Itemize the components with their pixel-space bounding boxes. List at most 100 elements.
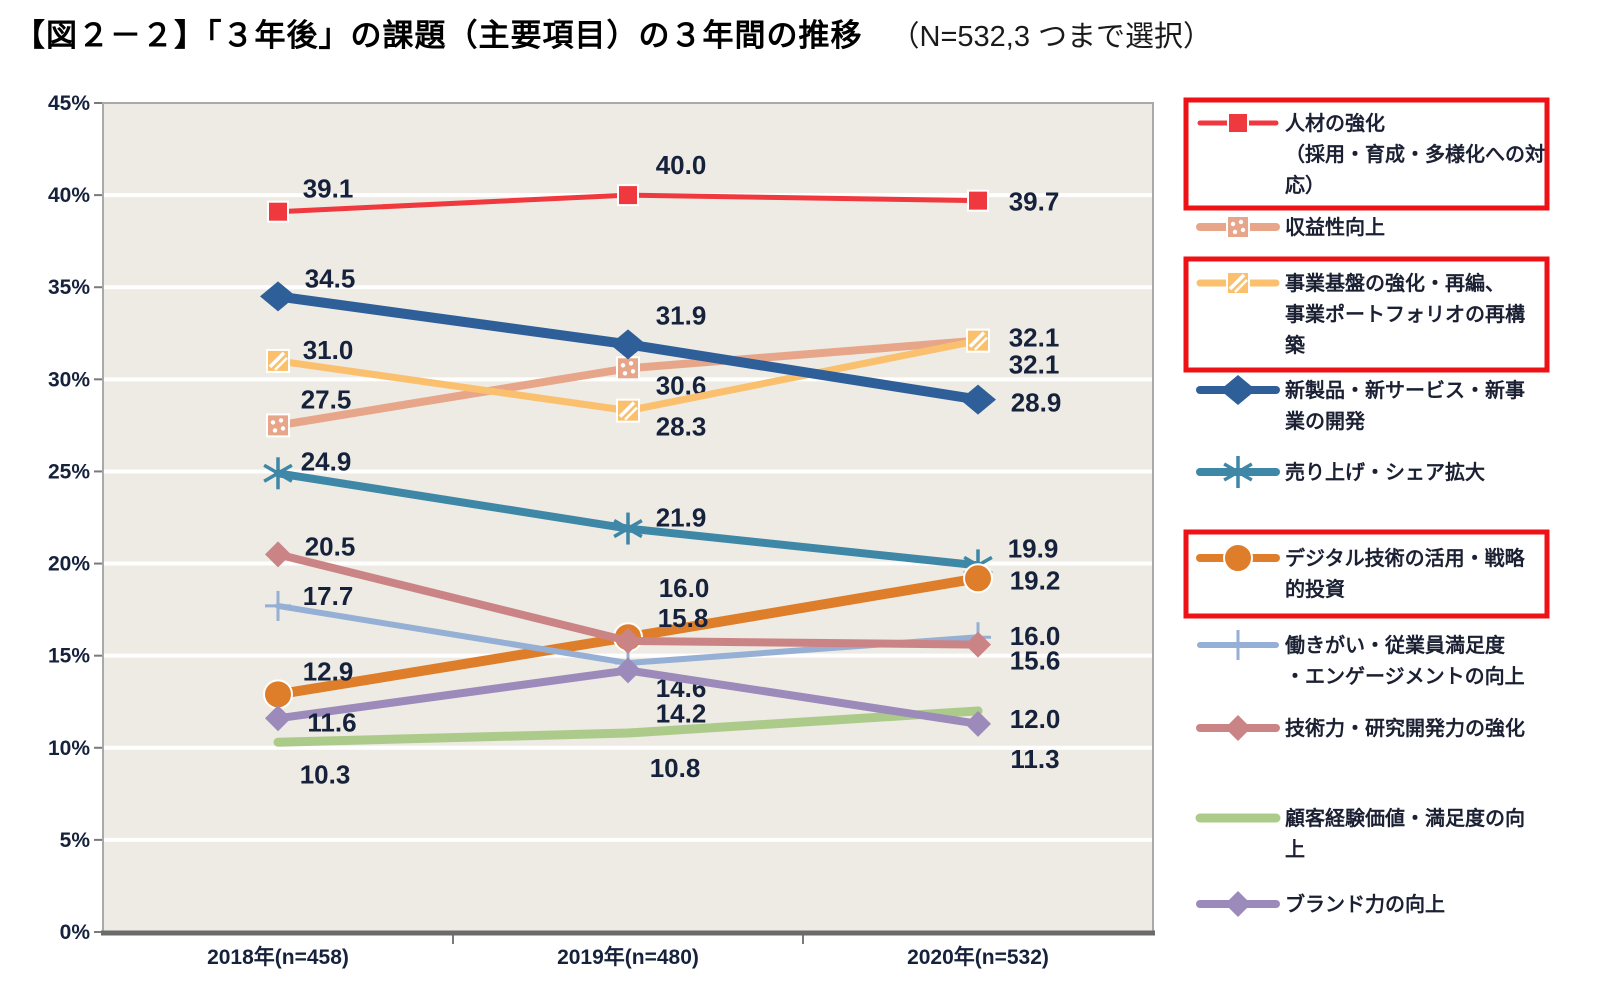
- data-label: 17.7: [303, 581, 354, 611]
- x-category-label: 2018年(n=458): [207, 945, 349, 969]
- legend-label-line: 上: [1285, 838, 1305, 861]
- legend-label-line: 応）: [1285, 173, 1325, 197]
- marker-dot: [1230, 221, 1236, 227]
- marker-dot: [622, 371, 628, 376]
- y-tick-label: 5%: [60, 829, 91, 852]
- y-tick-label: 0%: [60, 921, 91, 944]
- legend-label-line: ・エンゲージメントの向上: [1285, 664, 1525, 688]
- series-7: 20.5 15.8 15.6: [265, 531, 1060, 676]
- series-marker-diamond: [1225, 715, 1251, 741]
- legend-label: デジタル技術の活用・戦略的投資: [1285, 546, 1526, 601]
- legend-label-line: 顧客経験価値・満足度の向: [1285, 806, 1525, 830]
- marker-dot: [272, 428, 278, 433]
- legend-label-line: 事業ポートフォリオの再構: [1285, 302, 1525, 326]
- legend-label-line: 事業基盤の強化・再編、: [1285, 271, 1505, 295]
- series-marker-diamond: [1220, 375, 1256, 405]
- data-label: 16.0: [1010, 621, 1061, 651]
- figure-title-main: 【図２－２】「３年後」の課題（主要項目）の３年間の推移: [14, 18, 863, 53]
- data-label: 39.1: [303, 174, 354, 204]
- marker-hatch: [268, 351, 286, 369]
- series-marker-diamond: [265, 705, 291, 732]
- legend-item: 事業基盤の強化・再編、事業ポートフォリオの再構築: [1196, 271, 1525, 357]
- marker-dot: [620, 363, 626, 368]
- legend-label: ブランド力の向上: [1285, 892, 1445, 916]
- data-label: 31.0: [303, 335, 354, 365]
- series-2: 31.0 28.3 32.1: [266, 328, 1059, 442]
- series-marker-diamond: [965, 631, 991, 658]
- data-label: 16.0: [659, 573, 710, 603]
- legend-highlight-box: [1183, 256, 1550, 373]
- legend-label-line: ブランド力の向上: [1285, 892, 1445, 916]
- data-label: 39.7: [1009, 187, 1060, 217]
- marker-dot: [1238, 219, 1244, 225]
- marker-hatch: [274, 357, 288, 371]
- figure-title: 【図２－２】「３年後」の課題（主要項目）の３年間の推移 （N=532,3 つまで選…: [14, 10, 1212, 55]
- series-marker-square: [1227, 112, 1249, 134]
- series-marker-diamond: [1225, 891, 1251, 917]
- data-label: 28.3: [656, 412, 707, 442]
- data-label: 27.5: [301, 384, 352, 414]
- series-marker-square: [967, 189, 989, 212]
- data-label: 24.9: [301, 446, 352, 476]
- data-label: 11.6: [307, 707, 356, 737]
- data-label: 32.1: [1009, 323, 1060, 353]
- data-label: 19.9: [1008, 533, 1059, 563]
- legend-label-line: 的投資: [1285, 577, 1345, 601]
- legend-label-line: 収益性向上: [1285, 215, 1385, 239]
- marker-dot: [278, 418, 284, 423]
- marker-hatch: [974, 336, 988, 351]
- series-marker-circle: [963, 563, 993, 594]
- legend-label-line: （採用・育成・多様化への対: [1285, 142, 1545, 166]
- marker-dot: [270, 420, 276, 425]
- figure-title-note: （N=532,3 つまで選択）: [890, 21, 1213, 53]
- data-label: 15.8: [658, 603, 709, 633]
- data-label: 19.2: [1010, 565, 1061, 595]
- data-label: 40.0: [656, 150, 707, 180]
- x-category-label: 2020年(n=532): [907, 945, 1049, 969]
- series-marker-diamond: [260, 281, 296, 312]
- marker-hatch: [1234, 279, 1248, 293]
- marker-dot: [1232, 229, 1238, 235]
- y-tick-label: 35%: [48, 276, 90, 299]
- series-9: 11.6 14.2 11.3: [265, 657, 1060, 774]
- legend-label: 売り上げ・シェア拡大: [1285, 460, 1485, 484]
- legend-highlight-box: [1183, 97, 1550, 211]
- legend-label: 顧客経験価値・満足度の向上: [1285, 806, 1525, 861]
- series-marker-square-dotted: [266, 413, 290, 438]
- marker-hatch: [1228, 273, 1246, 291]
- series-0: 39.1 40.0 39.7: [267, 150, 1060, 223]
- legend-label: 人材の強化 （採用・育成・多様化への対応）: [1285, 111, 1545, 197]
- series-marker-diamond: [965, 710, 991, 737]
- series-marker-diamond: [960, 384, 996, 415]
- series-marker-diamond: [265, 541, 291, 568]
- y-tick-label: 25%: [48, 460, 90, 483]
- data-label: 12.0: [1010, 704, 1061, 734]
- legend-item: デジタル技術の活用・戦略的投資: [1196, 543, 1526, 601]
- marker-hatch: [624, 406, 638, 421]
- legend-item: 働きがい・従業員満足度・エンゲージメントの向上: [1197, 630, 1525, 688]
- y-tick-label: 45%: [48, 92, 90, 115]
- legend-label: 収益性向上: [1285, 215, 1385, 239]
- y-tick-label: 30%: [48, 368, 90, 391]
- legend-label-line: 人材の強化: [1285, 111, 1385, 135]
- y-tick-label: 15%: [48, 645, 90, 668]
- marker-hatch: [618, 401, 636, 418]
- data-label: 11.3: [1010, 744, 1059, 774]
- legend-item: 技術力・研究開発力の強化: [1196, 715, 1525, 741]
- data-label: 14.2: [656, 698, 707, 728]
- y-tick-label: 40%: [48, 184, 90, 207]
- legend-label-line: デジタル技術の活用・戦略: [1285, 546, 1526, 570]
- legend-label: 新製品・新サービス・新事業の開発: [1285, 378, 1525, 433]
- legend-label-line: 働きがい・従業員満足度: [1284, 633, 1506, 657]
- data-label: 10.8: [650, 753, 701, 783]
- series-marker-square-dotted: [1226, 215, 1250, 239]
- legend-item: 売り上げ・シェア拡大: [1196, 456, 1485, 488]
- legend-item: 新製品・新サービス・新事業の開発: [1196, 375, 1525, 433]
- series-marker-diamond: [610, 329, 646, 360]
- data-label: 31.9: [656, 300, 707, 330]
- series-3: 34.5 31.9 28.9: [260, 263, 1061, 418]
- legend-label: 働きがい・従業員満足度・エンゲージメントの向上: [1284, 633, 1525, 688]
- series-8: 10.3 10.8 12.0: [273, 704, 1061, 789]
